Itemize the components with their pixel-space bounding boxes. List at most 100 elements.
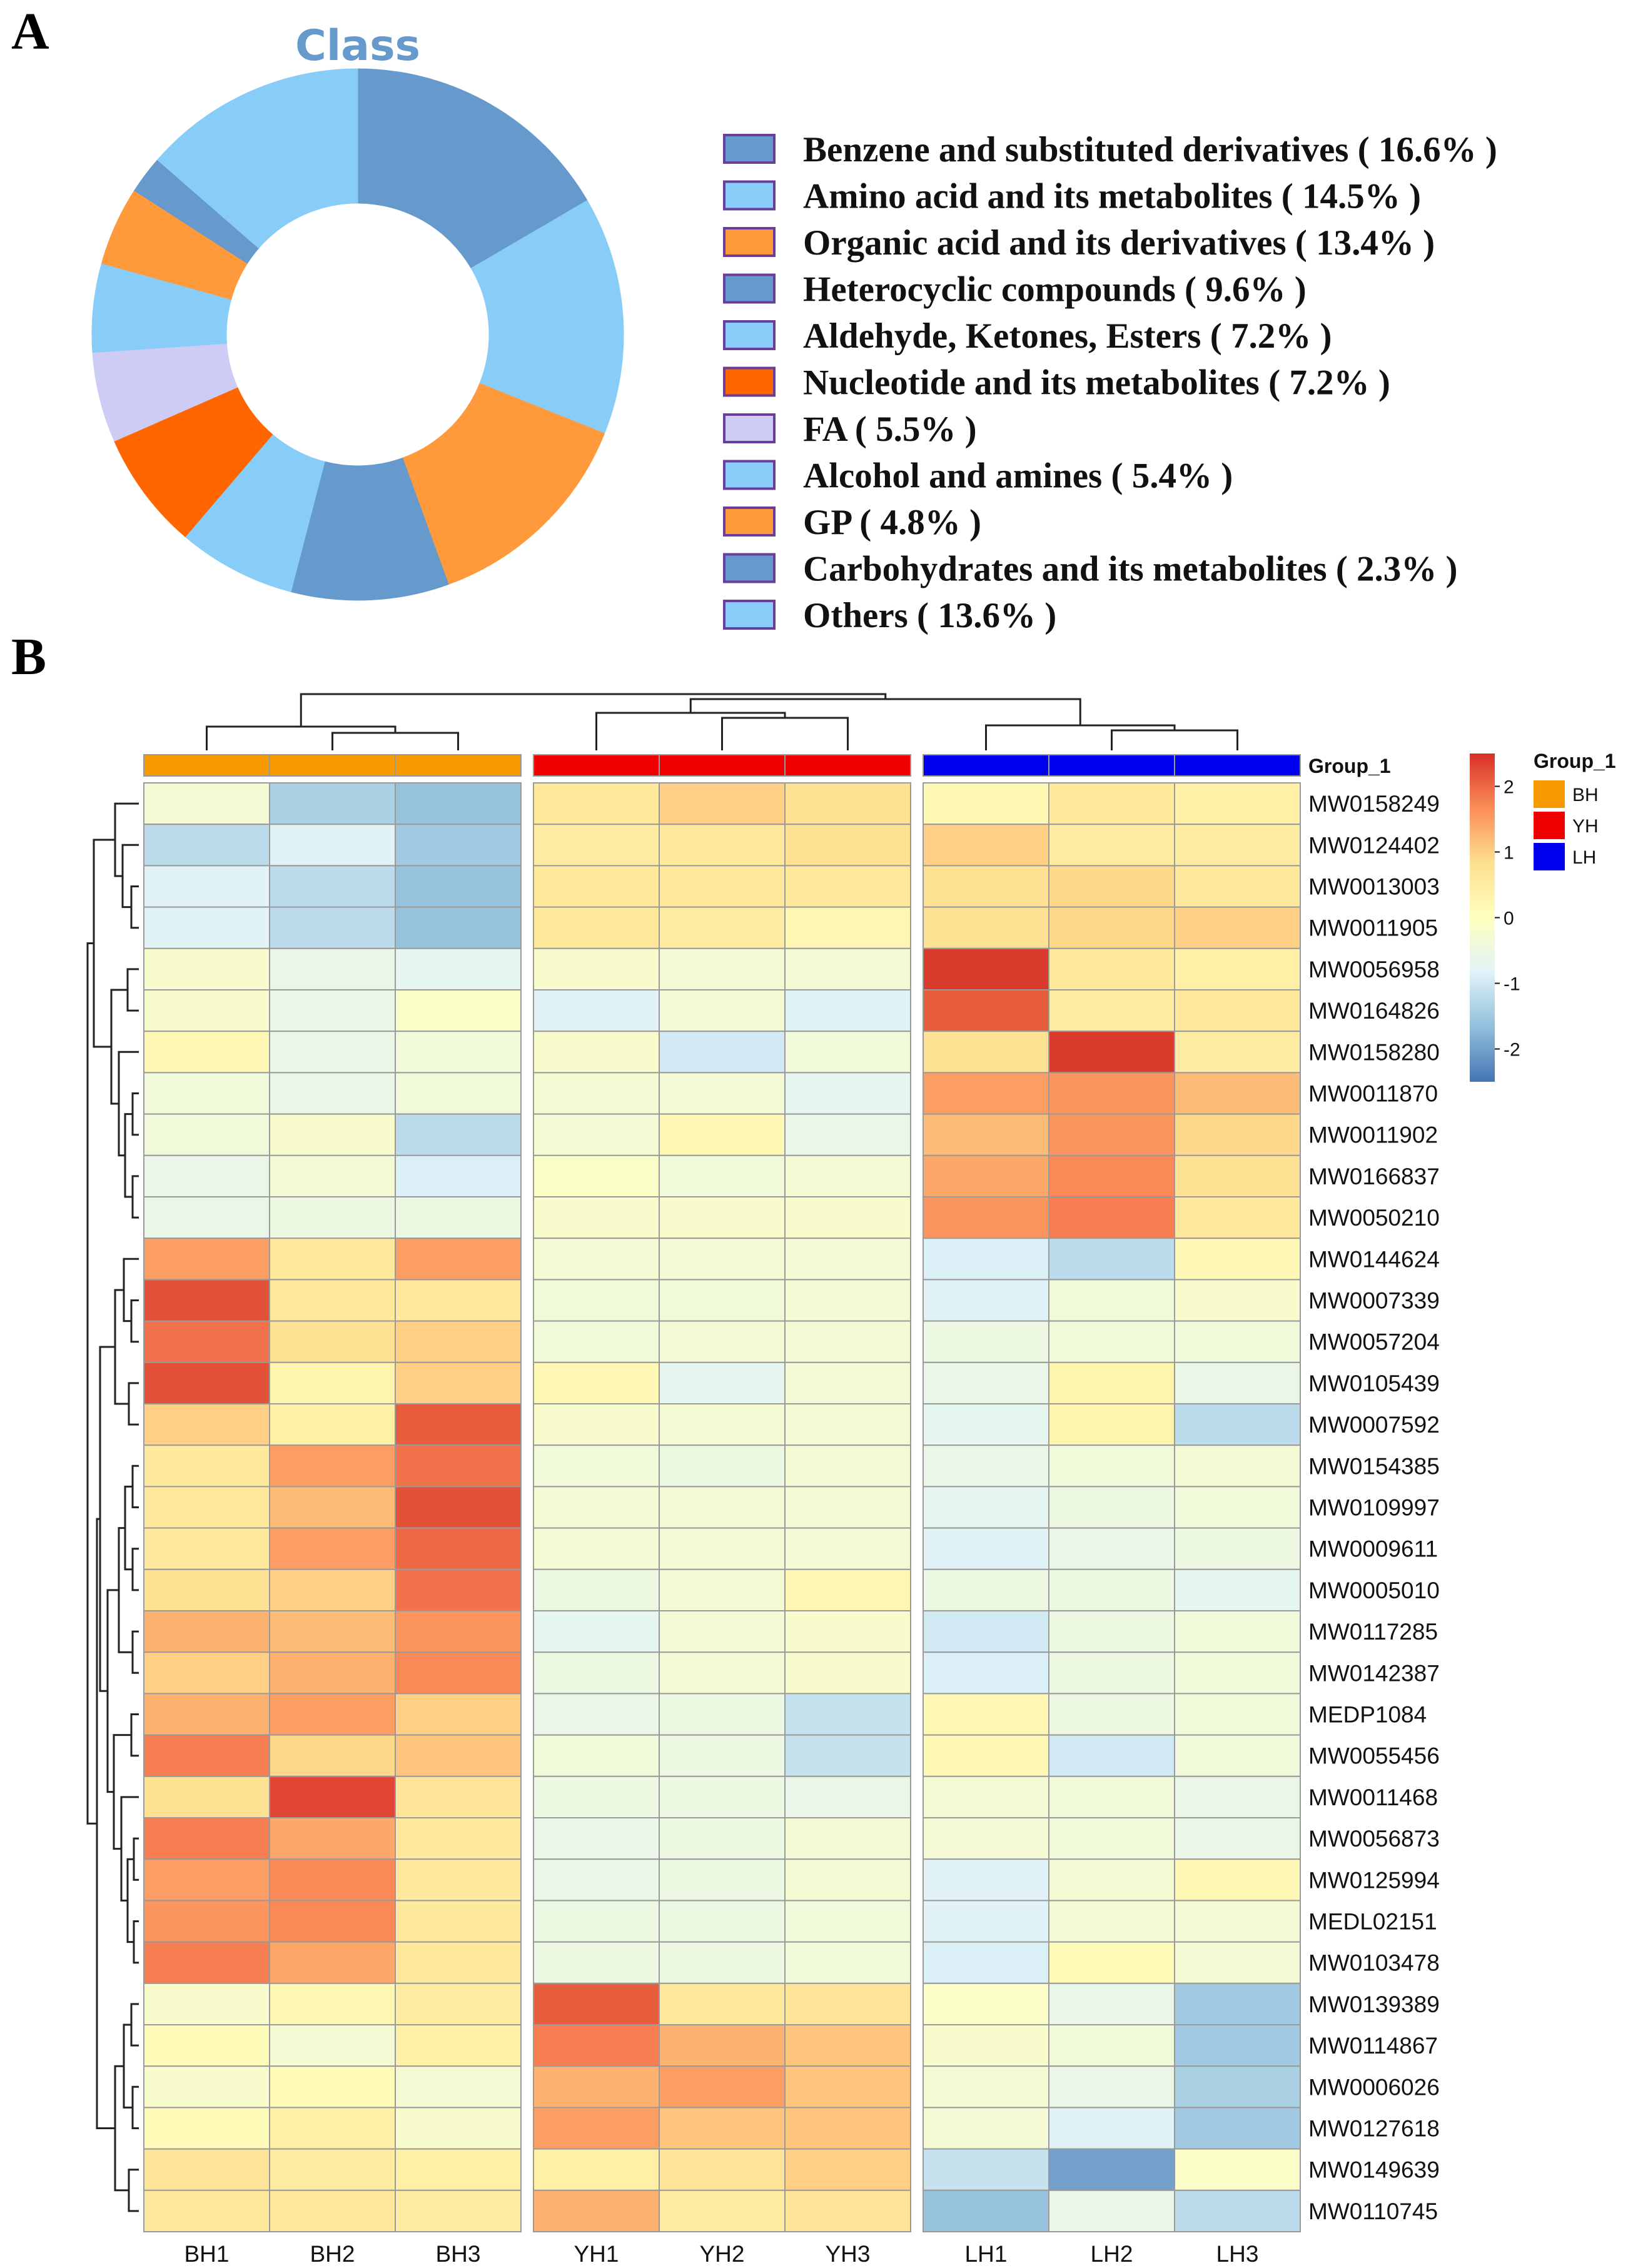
heatmap-cell-mw0055456-lh3	[1174, 1734, 1301, 1777]
heatmap-cell-medp1084-bh1	[143, 1693, 270, 1736]
heatmap-cell-mw0142387-yh3	[784, 1651, 911, 1695]
row-label-mw0007592: MW0007592	[1308, 1412, 1440, 1438]
heatmap-cell-mw0124402-yh1	[533, 824, 660, 867]
heatmap-cell-mw0055456-yh2	[659, 1734, 786, 1777]
heatmap-cell-mw0011468-bh2	[269, 1775, 396, 1819]
heatmap-cell-mw0109997-bh2	[269, 1486, 396, 1529]
heatmap-cell-mw0006026-bh2	[269, 2065, 396, 2109]
heatmap-cell-mw0050210-yh2	[659, 1196, 786, 1239]
heatmap-cell-mw0164826-bh3	[395, 989, 522, 1032]
legend-label-heterocyclic-compounds-9-6: Heterocyclic compounds ( 9.6% )	[803, 270, 1307, 310]
heatmap-cell-mw0056873-bh3	[395, 1817, 522, 1860]
row-dendro-link-c3j	[130, 1713, 139, 1757]
heatmap-cell-mw0055456-yh3	[784, 1734, 911, 1777]
row-label-mw0011468: MW0011468	[1308, 1785, 1438, 1810]
heatmap-cell-mw0154385-yh3	[784, 1444, 911, 1488]
row-label-mw0117285: MW0117285	[1308, 1619, 1438, 1645]
row-label-mw0109997: MW0109997	[1308, 1495, 1440, 1521]
heatmap-cell-mw0050210-lh1	[923, 1196, 1049, 1239]
heatmap-cell-mw0166837-bh3	[395, 1154, 522, 1198]
heatmap-cell-mw0114867-lh2	[1048, 2024, 1175, 2067]
heatmap-cell-mw0139389-bh1	[143, 1982, 270, 2026]
heatmap-cell-mw0103478-bh1	[143, 1941, 270, 1984]
heatmap-cell-medl02151-yh1	[533, 1900, 660, 1943]
heatmap-cell-mw0007339-yh2	[659, 1279, 786, 1322]
heatmap-cell-mw0005010-lh1	[923, 1568, 1049, 1612]
heatmap-cell-mw0011870-bh1	[143, 1072, 270, 1115]
row-dendro-link-c2b	[131, 1092, 139, 1136]
heatmap-cell-mw0056873-yh3	[784, 1817, 911, 1860]
heatmap-cell-mw0105439-lh3	[1174, 1361, 1301, 1405]
heatmap-cell-mw0007592-yh2	[659, 1403, 786, 1446]
heatmap-cell-mw0158249-bh3	[395, 782, 522, 825]
legend-swatch-heterocyclic-compounds-9-6	[723, 273, 776, 304]
heatmap-cell-mw0013003-bh3	[395, 865, 522, 908]
heatmap-cell-mw0149639-lh1	[923, 2148, 1049, 2191]
group-legend: Group_1 BH YH LH	[1534, 750, 1616, 870]
heatmap-cell-mw0057204-bh3	[395, 1320, 522, 1363]
heatmap-cell-mw0050210-bh3	[395, 1196, 522, 1239]
heatmap-cell-mw0110745-yh2	[659, 2189, 786, 2233]
heatmap-cell-mw0056958-lh3	[1174, 947, 1301, 991]
heatmap-cell-mw0057204-lh3	[1174, 1320, 1301, 1363]
heatmap-cell-mw0011902-bh1	[143, 1113, 270, 1156]
row-label-mw0154385: MW0154385	[1308, 1453, 1440, 1479]
heatmap-cell-mw0006026-yh1	[533, 2065, 660, 2109]
heatmap-cell-mw0144624-yh1	[533, 1237, 660, 1281]
heatmap-cell-mw0117285-bh2	[269, 1610, 396, 1653]
heatmap-cell-mw0013003-lh3	[1174, 865, 1301, 908]
heatmap-cell-mw0011902-bh3	[395, 1113, 522, 1156]
group-annotation-bar: Group_1	[143, 754, 1391, 777]
heatmap-cell-mw0105439-lh1	[923, 1361, 1049, 1405]
legend-label-others-13-6: Others ( 13.6% )	[803, 596, 1056, 635]
heatmap-cell-mw0149639-yh1	[533, 2148, 660, 2191]
heatmap-cell-mw0050210-lh2	[1048, 1196, 1175, 1239]
heatmap-cell-mw0009611-lh1	[923, 1527, 1049, 1570]
row-label-mw0009611: MW0009611	[1308, 1536, 1438, 1562]
heatmap-cell-mw0057204-yh2	[659, 1320, 786, 1363]
row-label-mw0055456: MW0055456	[1308, 1743, 1440, 1769]
heatmap-cell-mw0011870-bh2	[269, 1072, 396, 1115]
heatmap-cell-mw0005010-yh1	[533, 1568, 660, 1612]
heatmap-cell-mw0144624-yh3	[784, 1237, 911, 1281]
group-bar-yh2	[659, 754, 786, 777]
heatmap-cell-mw0144624-lh1	[923, 1237, 1049, 1281]
heatmap-cell-mw0164826-bh2	[269, 989, 396, 1032]
heatmap-cell-mw0011468-yh3	[784, 1775, 911, 1819]
heatmap-cell-mw0127618-yh2	[659, 2107, 786, 2150]
col-label-yh1: YH1	[574, 2241, 619, 2267]
heatmap-cell-mw0006026-bh3	[395, 2065, 522, 2109]
group-legend-swatch-lh	[1534, 843, 1565, 870]
group-legend-title: Group_1	[1534, 750, 1616, 772]
heatmap-cell-mw0144624-yh2	[659, 1237, 786, 1281]
heatmap-cell-mw0011902-yh2	[659, 1113, 786, 1156]
heatmap-cell-medp1084-lh3	[1174, 1693, 1301, 1736]
heatmap-cell-mw0110745-lh2	[1048, 2189, 1175, 2233]
heatmap-cell-mw0011905-lh2	[1048, 906, 1175, 949]
heatmap-cell-mw0149639-bh2	[269, 2148, 396, 2191]
col-dendro-link-yh2-yh3	[721, 717, 849, 750]
heatmap-cell-mw0057204-bh1	[143, 1320, 270, 1363]
heatmap-cell-mw0011905-lh3	[1174, 906, 1301, 949]
heatmap-cell-mw0164826-yh3	[784, 989, 911, 1032]
pie-legend: Benzene and substituted derivatives ( 16…	[723, 130, 1497, 635]
heatmap-cell-mw0050210-lh3	[1174, 1196, 1301, 1239]
heatmap-cell-mw0009611-bh2	[269, 1527, 396, 1570]
row-label-mw0057204: MW0057204	[1308, 1329, 1440, 1355]
row-labels: MW0158249 MW0124402 MW0013003 MW0011905 MW00…	[1308, 791, 1440, 2224]
heatmap-cell-mw0109997-bh1	[143, 1486, 270, 1529]
heatmap-cell-mw0011902-yh3	[784, 1113, 911, 1156]
row-label-mw0056958: MW0056958	[1308, 957, 1440, 982]
heatmap-cell-mw0164826-yh1	[533, 989, 660, 1032]
heatmap-cell-mw0142387-yh1	[533, 1651, 660, 1695]
heatmap-cell-mw0144624-lh3	[1174, 1237, 1301, 1281]
heatmap-cell-mw0007339-yh3	[784, 1279, 911, 1322]
heatmap-cell-mw0013003-lh1	[923, 865, 1049, 908]
heatmap-cell-mw0166837-lh3	[1174, 1154, 1301, 1198]
heatmap-cell-mw0166837-bh2	[269, 1154, 396, 1198]
row-label-mw0139389: MW0139389	[1308, 1992, 1440, 2017]
row-label-mw0127618: MW0127618	[1308, 2116, 1440, 2142]
heatmap-cell-mw0007339-bh2	[269, 1279, 396, 1322]
heatmap-cell-medl02151-bh1	[143, 1900, 270, 1943]
heatmap-cell-mw0125994-bh3	[395, 1858, 522, 1902]
